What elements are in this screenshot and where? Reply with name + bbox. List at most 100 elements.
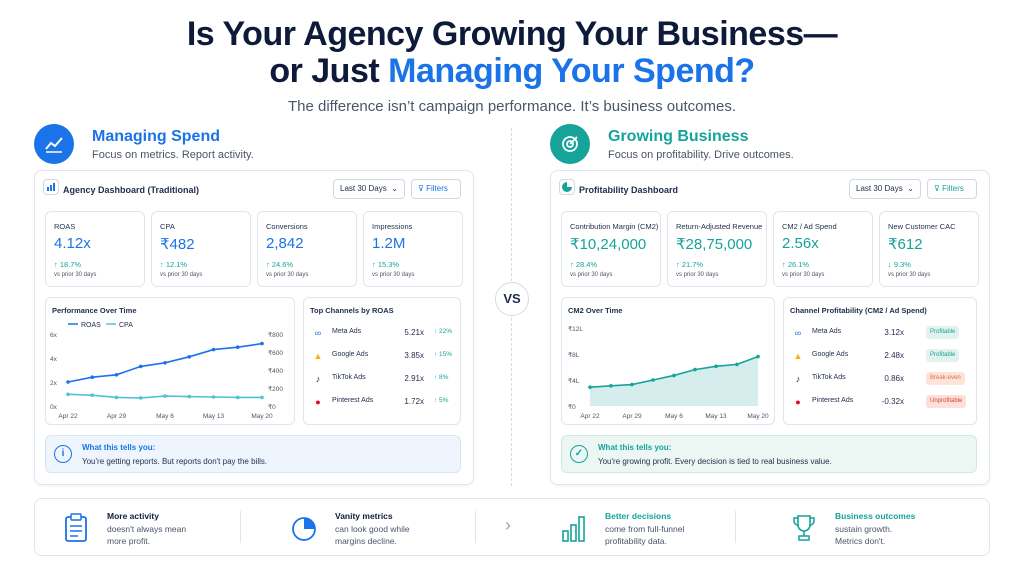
data-point-roas [90,375,95,379]
insight-text: You're getting reports. But reports don'… [82,457,268,466]
headline-highlight: Managing Your Spend? [388,52,755,90]
channels-title: Channel Profitability (CM2 / Ad Spend) [790,306,927,315]
x-tick-label: May 20 [251,413,273,420]
data-point-cm2 [756,354,760,359]
date-range-dropdown[interactable]: Last 30 Days ⌄ [333,179,405,199]
kpi-change: ↑ 26.1% [782,260,810,269]
legend-label-roas: ROAS [81,322,101,329]
insight-text: You're growing profit. Every decision is… [598,457,832,466]
kpi-period: vs prior 30 days [676,272,719,278]
kpi-label: Conversions [266,222,308,231]
channel-row-tiktok: ♪ TikTok Ads 2.91x ↑ 8% [304,370,460,388]
takeaway-desc: doesn't always mean more profit. [107,523,186,547]
headline-line-2: or Just Managing Your Spend? [0,52,1024,91]
channel-value: 3.12x [884,328,904,337]
channel-row-google: ▲ Google Ads 2.48x Profitable [784,347,976,365]
y-tick-label-left: 6x [50,332,58,339]
kpi-value: 4.12x [54,235,91,252]
info-icon: i [54,445,72,463]
takeaway-better-decisions: Better decisions come from full-funnel pr… [561,499,741,557]
channel-name: Meta Ads [332,328,362,335]
channel-change: ↑ 8% [434,374,449,381]
kpi-period: vs prior 30 days [266,272,309,278]
data-point-roas [187,355,192,359]
kpi-period: vs prior 30 days [160,272,203,278]
data-point-roas [235,345,240,349]
filters-button[interactable]: ⊽ Filters [927,179,977,199]
google-ads-icon: ▲ [793,351,803,361]
kpi-value: ₹28,75,000 [676,236,753,253]
kpi-change: ↑ 24.6% [266,260,294,269]
kpi-card-contribution-margin: Contribution Margin (CM2) ₹10,24,000 ↑ 2… [561,211,661,287]
series-area-fill [590,356,758,406]
check-circle-icon: ✓ [570,445,588,463]
channel-value: 3.85x [404,351,424,360]
x-tick-label: May 13 [203,413,225,420]
status-badge: Break-even [926,372,965,385]
channel-name: Pinterest Ads [812,397,854,404]
cm2-chart-card: CM2 Over Time ₹0 ₹4L ₹8L ₹12L Apr 22 Apr 29 Ma… [561,297,775,425]
pinterest-icon: ● [795,397,801,407]
channel-change: ↑ 5% [434,397,449,404]
kpi-card-impressions: Impressions 1.2M ↑ 15.3% vs prior 30 day… [363,211,463,287]
takeaway-desc-line: profitability data. [605,536,667,546]
data-point-cm2 [672,373,676,378]
chevron-down-icon: ⌄ [907,184,914,193]
insight-heading: What this tells you: [598,443,672,452]
status-badge: Profitable [926,349,960,362]
takeaway-desc: can look good while margins decline. [335,523,410,547]
kpi-label: Return-Adjusted Revenue [676,222,763,231]
channel-row-google: ▲ Google Ads 3.85x ↑ 15% [304,347,460,365]
target-icon [550,124,590,164]
y-tick-label: ₹8L [568,351,580,359]
data-point-roas [163,361,167,365]
chevron-down-icon: ⌄ [391,184,398,193]
channel-name: TikTok Ads [332,374,366,381]
meta-icon: ∞ [314,328,322,338]
y-tick-label-right: ₹600 [268,349,283,357]
dashboard-icon [43,179,59,195]
tiktok-icon: ♪ [315,374,321,384]
takeaway-title: Business outcomes [835,511,916,521]
headline-line-1: Is Your Agency Growing Your Business— [0,15,1024,54]
kpi-label: ROAS [54,222,76,231]
x-tick-label: May 20 [747,413,769,420]
tiktok-icon: ♪ [795,374,801,384]
data-point-roas [66,380,70,384]
kpi-period: vs prior 30 days [54,272,97,278]
data-point-roas [114,373,119,377]
chevron-right-icon: › [505,515,511,535]
date-range-label: Last 30 Days [340,184,387,193]
cm2-area-chart: ₹0 ₹4L ₹8L ₹12L Apr 22 Apr 29 May 6 May 13 May 2… [568,325,769,420]
takeaway-desc-line: come from full-funnel [605,524,685,534]
kpi-change: ↑ 21.7% [676,260,704,269]
kpi-value: ₹10,24,000 [570,236,647,253]
filters-button[interactable]: ⊽ Filters [411,179,461,199]
top-channels-card: Top Channels by ROAS ∞ Meta Ads 5.21x ↑ … [303,297,461,425]
kpi-value: 2.56x [782,235,819,252]
kpi-label: New Customer CAC [888,222,956,231]
channels-title: Top Channels by ROAS [310,306,394,315]
data-point-cm2 [630,382,634,387]
x-tick-label: Apr 22 [580,413,600,420]
y-tick-label-right: ₹200 [268,385,283,393]
performance-line-chart: ROAS CPA 0x 2x 4x 6x ₹0 ₹200 ₹400 ₹600 ₹800 Apr 22 A… [50,322,283,420]
data-point-cm2 [651,378,655,382]
channel-row-pinterest: ● Pinterest Ads -0.32x Unprofitable [784,393,976,411]
y-tick-label-right: ₹800 [268,331,283,339]
y-tick-label-left: 0x [50,404,58,411]
insight-heading: What this tells you: [82,443,156,452]
pinterest-icon: ● [315,397,321,407]
data-point-cm2 [609,384,613,388]
pie-dashboard-icon [559,179,575,195]
y-tick-label: ₹12L [568,325,583,333]
takeaway-desc-line: sustain growth. [835,524,893,534]
y-tick-label-left: 2x [50,380,58,387]
headline-prefix: or Just [269,52,389,90]
date-range-dropdown[interactable]: Last 30 Days ⌄ [849,179,921,199]
column-description: Focus on profitability. Drive outcomes. [608,149,794,161]
x-tick-label: May 6 [156,413,174,420]
takeaway-title: Better decisions [605,511,672,521]
takeaway-title: Vanity metrics [335,511,393,521]
y-tick-label: ₹4L [568,377,580,385]
